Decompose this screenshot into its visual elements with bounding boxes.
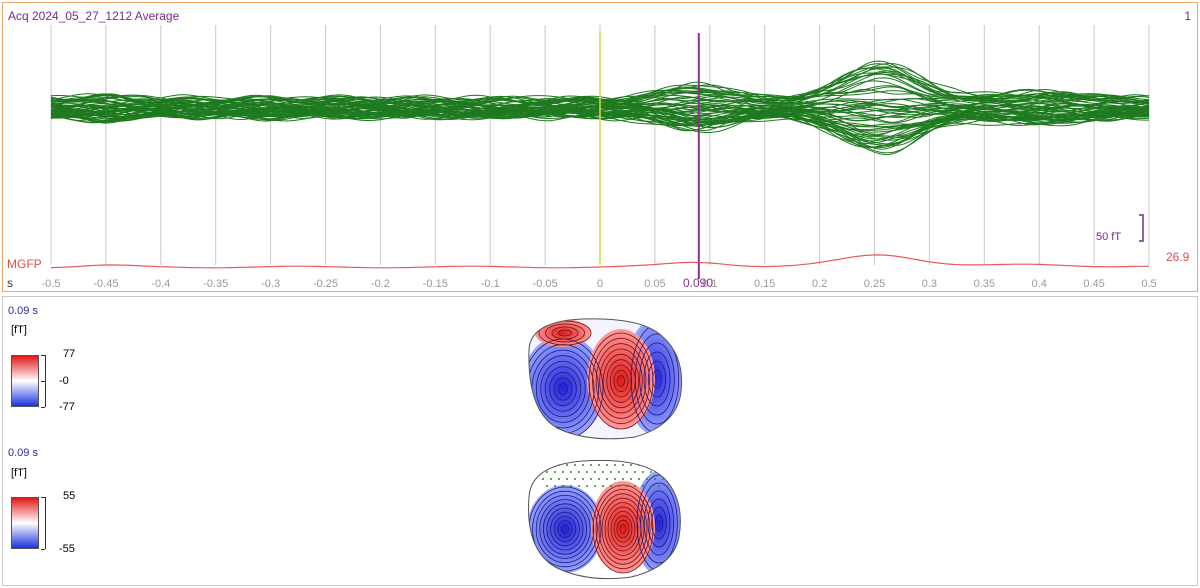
time-tick-label: 0.25 — [864, 278, 885, 290]
time-tick-label: -0.1 — [481, 278, 500, 290]
butterfly-plot-panel[interactable]: Acq 2024_05_27_1212 Average 1 -0.5 -0.45-… — [2, 2, 1198, 292]
mgfp-label: MGFP — [7, 257, 42, 271]
page-number: 1 — [1184, 9, 1191, 23]
time-tick-label: -0.3 — [261, 278, 280, 290]
acquisition-title: Acq 2024_05_27_1212 Average — [8, 9, 180, 23]
topomap-2 — [528, 459, 681, 580]
colorbar-1-min: -77 — [59, 401, 75, 413]
time-tick-label: -0.5 — [42, 278, 61, 290]
time-tick-label: 0.45 — [1083, 278, 1104, 290]
topomap-1-unit: [fT] — [11, 324, 27, 336]
time-tick-label: 0.1 — [702, 278, 717, 290]
time-tick-label: 0.2 — [812, 278, 827, 290]
butterfly-chart[interactable]: -0.5 -0.45 -0.4 -0.35 -0.3 -0.25 -0.2 -0.15 -0.1… — [3, 3, 1199, 293]
colorbar-1 — [11, 355, 39, 407]
topomap-1-time: 0.09 s — [8, 305, 38, 317]
scale-bar: 50 fT — [1096, 214, 1144, 243]
axis-unit: s — [7, 276, 13, 290]
topography-panel: 0.09 s [fT] 77 -0 -77 0.09 s [fT] 55 -55 — [2, 296, 1198, 586]
time-tick-label: 0.3 — [922, 278, 937, 290]
time-tick-label: -0.45 — [93, 278, 118, 290]
topomap-2-time: 0.09 s — [8, 447, 38, 459]
topomap-2-unit: [fT] — [11, 467, 27, 479]
time-tick-label: 0.05 — [644, 278, 665, 290]
time-tick-label: 0.35 — [974, 278, 995, 290]
time-tick-label: 0.5 — [1141, 278, 1156, 290]
scale-bar-label: 50 fT — [1096, 231, 1121, 243]
time-tick-label: -0.2 — [371, 278, 390, 290]
colorbar-1-mid: -0 — [59, 375, 69, 387]
mgfp-trace — [50, 254, 1150, 269]
colorbar-2-max: 55 — [63, 490, 76, 502]
time-tick-label: 0 — [597, 278, 603, 290]
cursor-time-label: 0.090 — [683, 276, 713, 290]
time-tick-label: -0.35 — [203, 278, 228, 290]
time-tick-label: 0.4 — [1032, 278, 1047, 290]
time-tick-label: -0.05 — [533, 278, 558, 290]
mgfp-value: 26.9 — [1166, 250, 1190, 264]
colorbar-2-min: -55 — [59, 543, 75, 555]
time-tick-label: -0.15 — [423, 278, 448, 290]
time-tick-label: -0.4 — [151, 278, 170, 290]
colorbar-2 — [11, 497, 39, 549]
topomap-1 — [528, 318, 683, 440]
colorbar-1-max: 77 — [63, 348, 76, 360]
time-tick-label: 0.15 — [754, 278, 775, 290]
time-tick-label: -0.25 — [313, 278, 338, 290]
